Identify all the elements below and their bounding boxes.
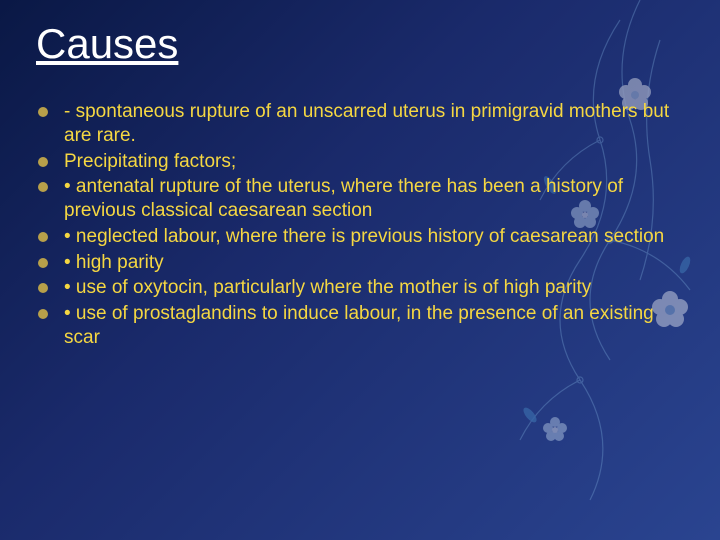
list-item-text: • neglected labour, where there is previ…: [64, 226, 664, 247]
slide-title: Causes: [36, 20, 680, 68]
bullet-icon: [38, 182, 48, 192]
list-item-text: • high parity: [64, 252, 164, 273]
list-item: • neglected labour, where there is previ…: [36, 225, 680, 249]
bullet-icon: [38, 309, 48, 319]
bullet-icon: [38, 258, 48, 268]
list-item-text: • antenatal rupture of the uterus, where…: [64, 176, 623, 221]
bullet-icon: [38, 157, 48, 167]
list-item-text: Precipitating factors;: [64, 151, 236, 172]
bullet-icon: [38, 232, 48, 242]
list-item: • antenatal rupture of the uterus, where…: [36, 175, 680, 223]
slide-content: Causes - spontaneous rupture of an unsca…: [0, 0, 720, 372]
bullet-list: - spontaneous rupture of an unscarred ut…: [36, 100, 680, 350]
list-item-text: • use of prostaglandins to induce labour…: [64, 303, 654, 348]
bullet-icon: [38, 283, 48, 293]
list-item-text: - spontaneous rupture of an unscarred ut…: [64, 101, 669, 146]
list-item: • high parity: [36, 251, 680, 275]
list-item: • use of prostaglandins to induce labour…: [36, 302, 680, 350]
list-item: - spontaneous rupture of an unscarred ut…: [36, 100, 680, 148]
list-item: • use of oxytocin, particularly where th…: [36, 276, 680, 300]
list-item-text: • use of oxytocin, particularly where th…: [64, 277, 591, 298]
bullet-icon: [38, 107, 48, 117]
list-item: Precipitating factors;: [36, 150, 680, 174]
